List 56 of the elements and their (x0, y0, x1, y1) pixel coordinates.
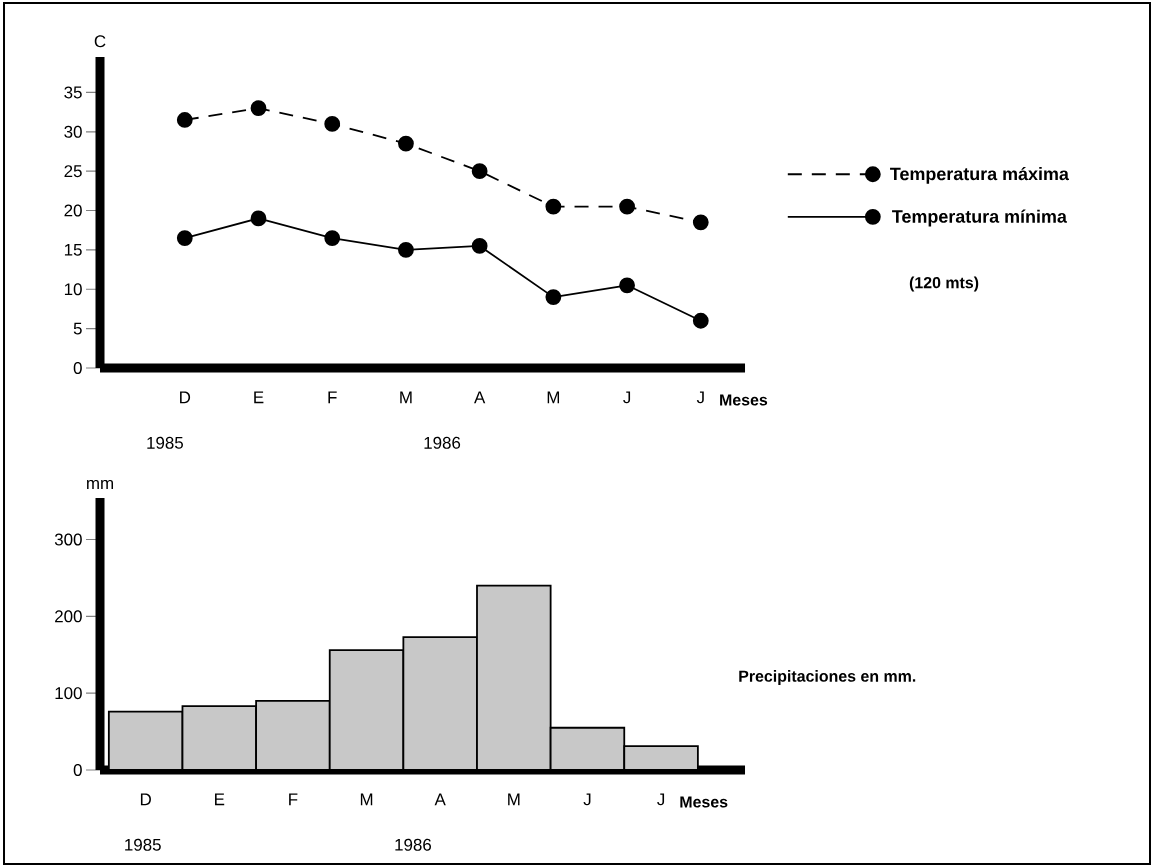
y-tick-label: 20 (64, 204, 82, 217)
text: 1985 (125, 838, 161, 851)
x-tick-label: J (657, 793, 665, 806)
text: 1986 (424, 436, 461, 449)
text: 1985 (147, 436, 183, 449)
x-tick-label: F (328, 391, 337, 404)
x-tick-label: J (696, 391, 704, 404)
point (619, 198, 635, 215)
y-tick-label: 30 (64, 125, 82, 138)
y-tick-label: 15 (64, 243, 82, 256)
point (619, 277, 635, 294)
y-tick-label: 100 (55, 687, 82, 700)
point (250, 100, 267, 117)
x-axis-title: Meses (680, 796, 728, 808)
point (692, 214, 709, 231)
y-axis-title: C (94, 35, 106, 48)
point (398, 241, 414, 258)
y-tick-label: 35 (64, 86, 82, 99)
y-tick-label: 25 (64, 165, 82, 178)
point (250, 210, 267, 227)
y-tick-label: 5 (73, 322, 82, 335)
point (324, 116, 341, 132)
y-tick-label: 200 (55, 610, 82, 623)
x-tick-label: D (140, 793, 151, 806)
point (545, 289, 562, 306)
x-tick-label: F (289, 793, 298, 806)
x-tick-label: A (434, 793, 446, 806)
x-tick-label: M (547, 391, 560, 404)
y-axis-title: mm (87, 479, 114, 490)
text: 1986 (395, 838, 432, 851)
point (471, 163, 488, 180)
y-tick-label: 10 (64, 283, 82, 296)
x-tick-label: M (508, 793, 520, 806)
x-tick-label: J (623, 391, 631, 404)
x-tick-label: E (215, 793, 225, 806)
x-tick-label: D (180, 391, 191, 404)
x-axis-title: Meses (720, 394, 768, 406)
x-tick-label: E (254, 391, 264, 404)
x-tick-label: J (583, 793, 591, 806)
y-tick-label: 0 (73, 361, 82, 374)
y-tick-label: 0 (73, 763, 82, 776)
annotation: Precipitaciones en mm. (739, 670, 916, 685)
legend-label: Temperatura máxima (890, 166, 1070, 184)
text: (120 mts) (909, 276, 979, 292)
point (545, 198, 562, 215)
point (471, 238, 488, 254)
x-tick-label: M (360, 793, 373, 806)
point (176, 230, 193, 246)
point (324, 230, 341, 246)
point (398, 135, 414, 152)
x-tick-label: A (474, 391, 486, 404)
legend-label: Temperatura mínima (892, 209, 1068, 227)
x-tick-label: M (400, 391, 412, 404)
y-tick-label: 300 (54, 533, 82, 546)
point (176, 112, 193, 128)
point (692, 312, 709, 329)
